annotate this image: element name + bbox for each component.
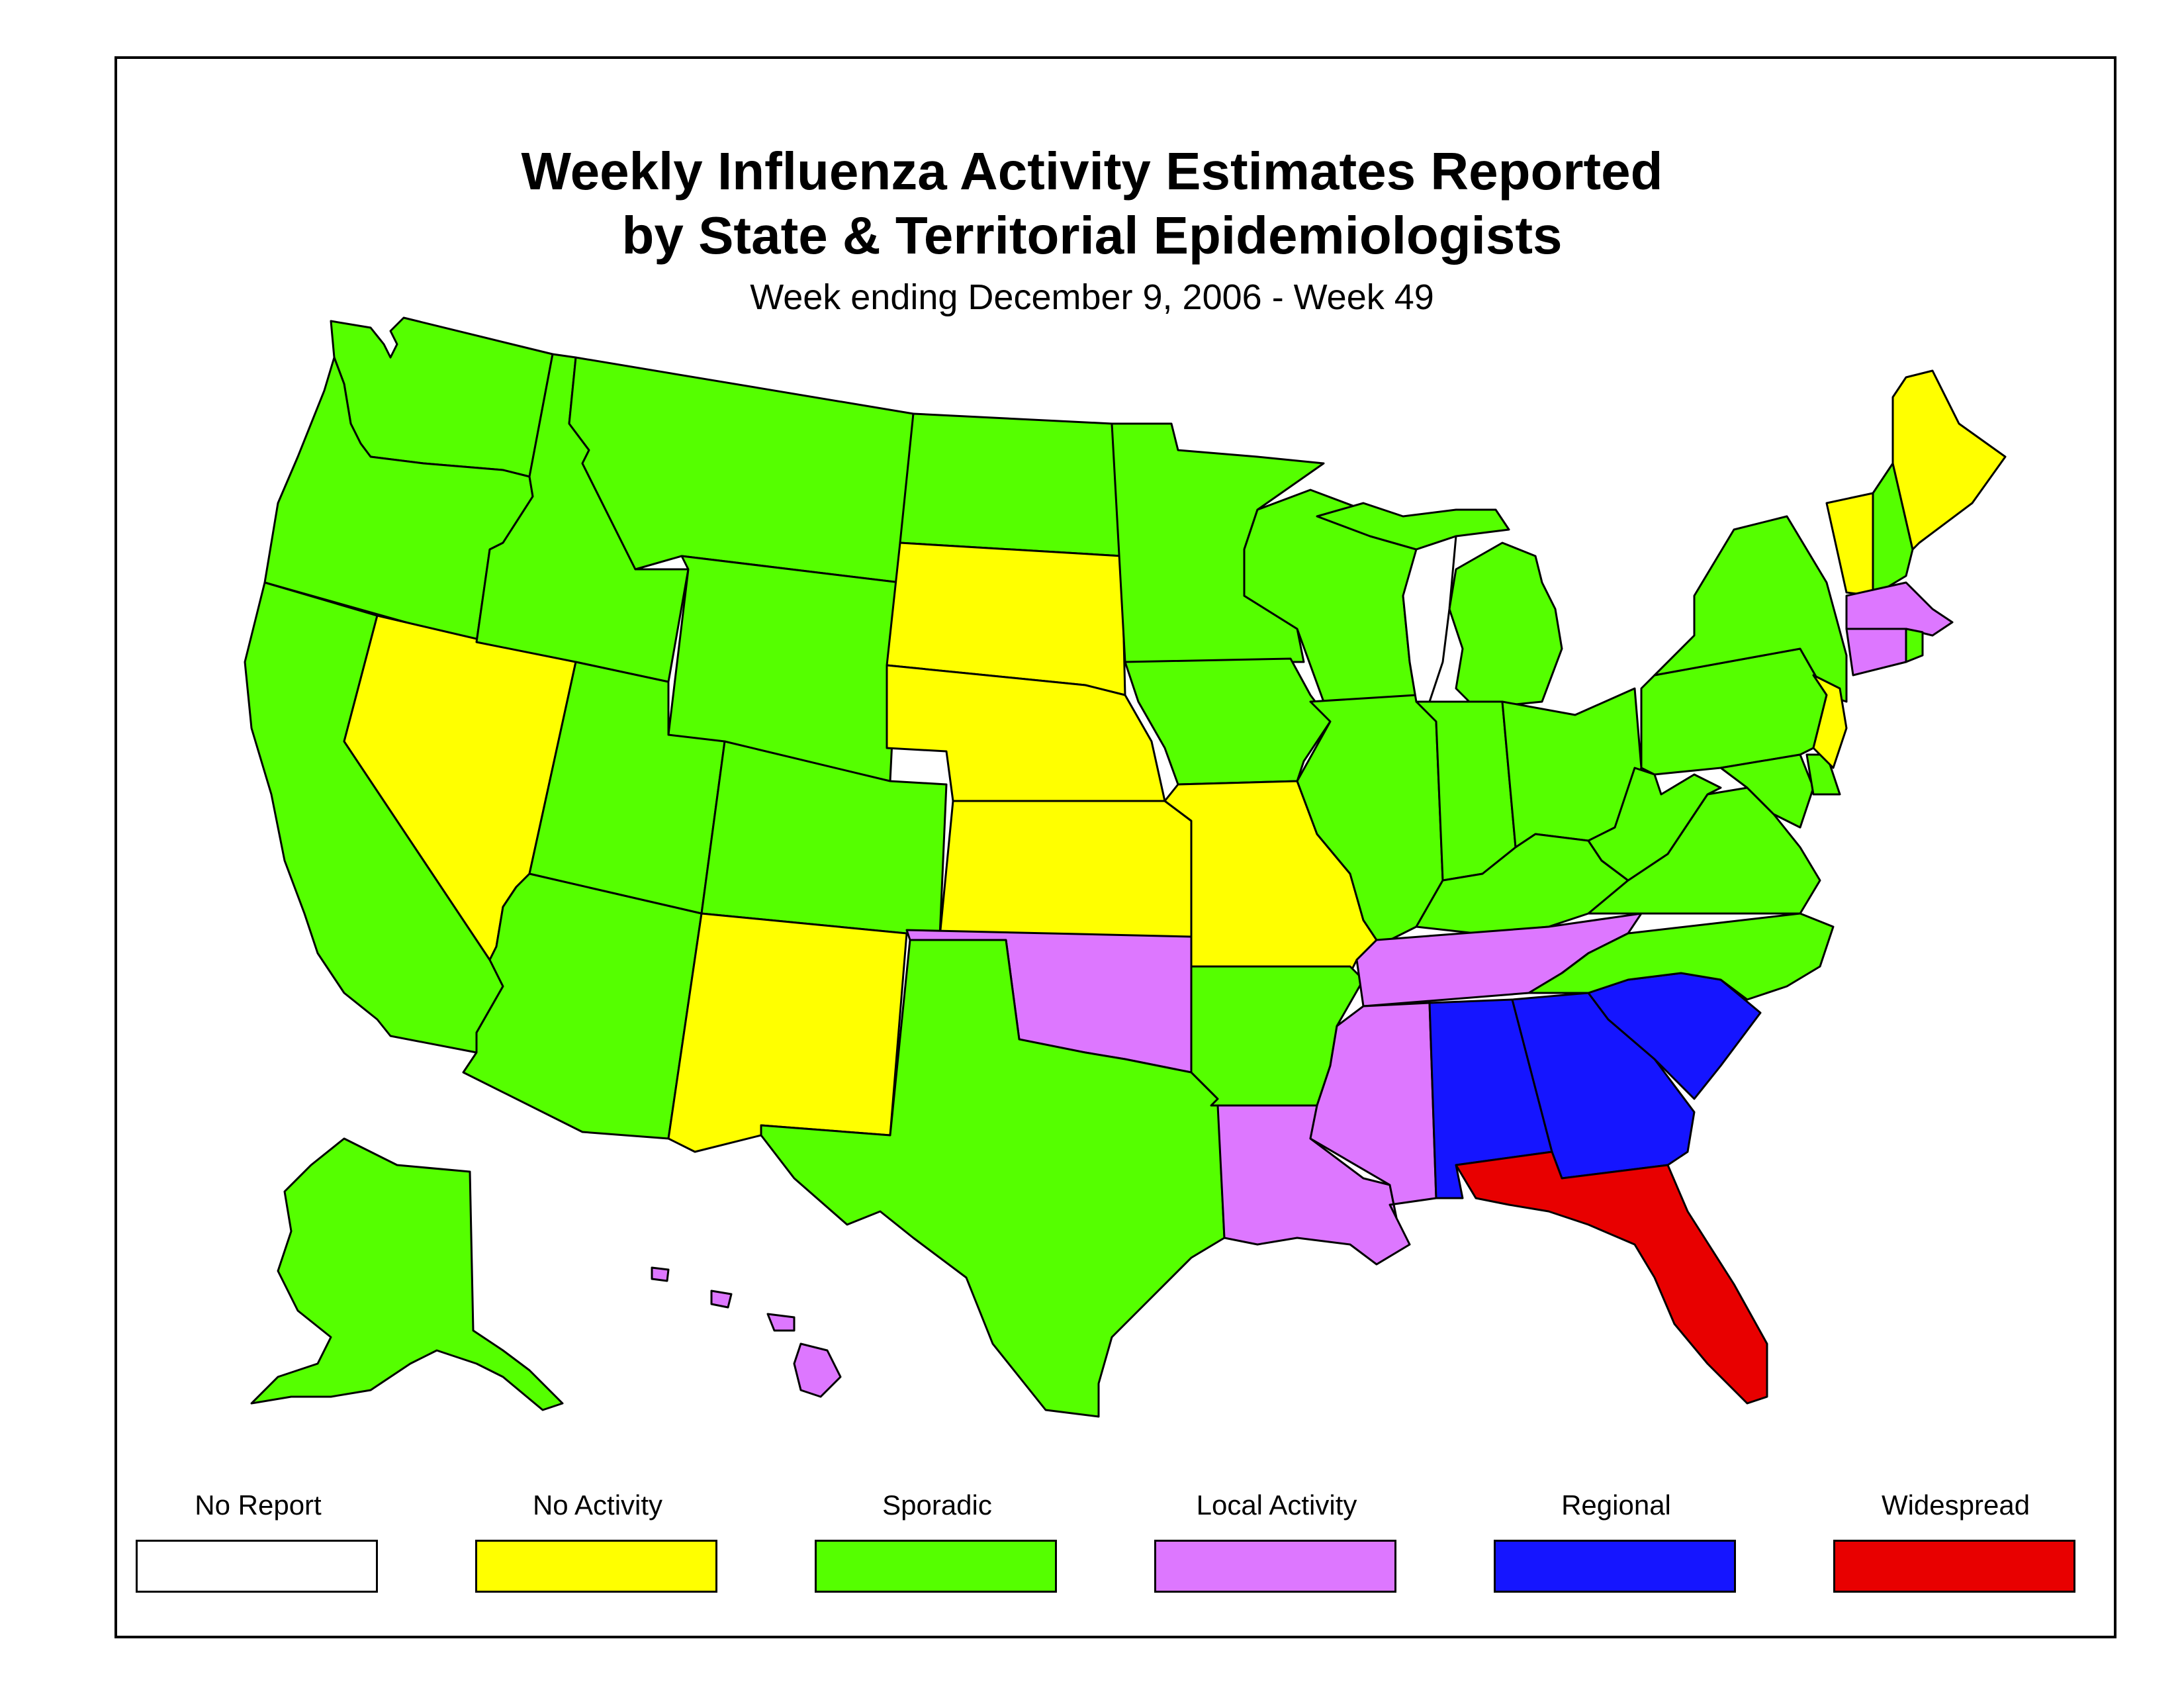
state-texas (760, 939, 1226, 1418)
state-hawaii-big-island (793, 1342, 842, 1398)
state-florida (1455, 1150, 1768, 1405)
legend-no-activity: No Activity (475, 1489, 720, 1593)
legend-no-report: No Report (136, 1489, 381, 1593)
map-title-line-2: by State & Territorial Epidemiologists (621, 206, 1563, 265)
state-colorado (700, 740, 948, 938)
legend-swatch (475, 1540, 717, 1593)
state-kansas (938, 800, 1193, 938)
map-title-line-1: Weekly Influenza Activity Estimates Repo… (521, 142, 1663, 201)
legend-local-activity: Local Activity (1154, 1489, 1399, 1593)
state-new-mexico (667, 912, 908, 1153)
state-connecticut (1845, 628, 1907, 677)
state-maryland (1719, 753, 1815, 829)
map-subtitle: Week ending December 9, 2006 - Week 49 (750, 277, 1434, 317)
map-frame (114, 56, 2116, 1638)
legend-label: Regional (1561, 1489, 1671, 1521)
state-alaska (250, 1137, 564, 1411)
state-maine (1891, 369, 2007, 551)
legend-swatch (1154, 1540, 1396, 1593)
state-hawaii-maui (766, 1313, 796, 1332)
legend-widespread: Widespread (1833, 1489, 2078, 1593)
legend-label: Sporadic (882, 1489, 992, 1521)
legend-swatch (1494, 1540, 1736, 1593)
state-new-jersey (1812, 674, 1848, 769)
state-michigan-up (1316, 502, 1510, 551)
lake-michigan (1402, 535, 1457, 703)
legend-swatch (136, 1540, 378, 1593)
state-west-virginia (1587, 767, 1722, 882)
legend-sporadic: Sporadic (815, 1489, 1060, 1593)
state-north-carolina (1527, 912, 1835, 1001)
legend-label: No Activity (532, 1489, 663, 1521)
state-iowa (1124, 657, 1332, 786)
legend-swatch (1833, 1540, 2075, 1593)
legend-label: No Report (195, 1489, 322, 1521)
legend-swatch (815, 1540, 1057, 1593)
legend-label: Widespread (1881, 1489, 2030, 1521)
state-north-dakota (899, 412, 1123, 557)
state-rhode-island (1905, 628, 1924, 663)
state-new-hampshire (1872, 462, 1914, 597)
state-michigan (1448, 541, 1563, 710)
state-hawaii-oahu (710, 1289, 733, 1309)
legend-label: Local Activity (1196, 1489, 1357, 1521)
legend-regional: Regional (1494, 1489, 1739, 1593)
state-hawaii-kauai (651, 1266, 670, 1282)
state-vermont (1825, 492, 1874, 597)
